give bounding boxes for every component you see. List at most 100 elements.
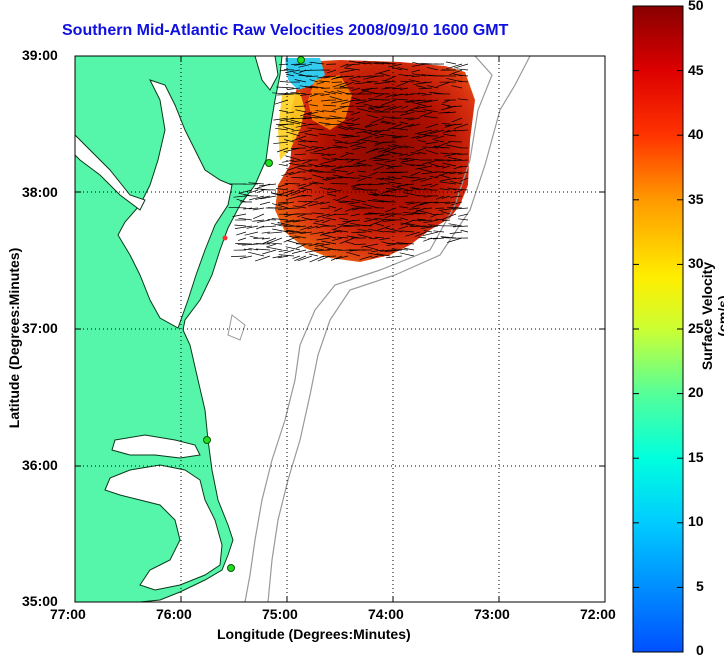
velocity-vector: [308, 243, 319, 247]
velocity-vector: [412, 61, 421, 65]
velocity-vector: [352, 147, 361, 151]
velocity-vector: [270, 222, 283, 227]
velocity-vector: [336, 120, 349, 125]
velocity-vector: [400, 111, 415, 116]
velocity-vector: [300, 111, 313, 117]
velocity-vector: [361, 243, 379, 248]
colorbar-tick-marks: [633, 5, 683, 653]
velocity-vector: [373, 61, 391, 65]
velocity-vector: [322, 110, 337, 113]
velocity-vector: [255, 243, 271, 245]
velocity-vector: [446, 206, 463, 209]
velocity-vector: [404, 99, 415, 103]
velocity-vector: [368, 171, 379, 177]
velocity-vector: [450, 180, 463, 185]
velocity-vector: [420, 81, 433, 84]
velocity-vector: [408, 123, 421, 128]
velocity-vector: [378, 147, 391, 153]
velocity-vector: [339, 105, 355, 108]
velocity-vector: [346, 117, 355, 121]
velocity-vector: [403, 145, 415, 149]
velocity-vector: [456, 74, 469, 77]
velocity-vector: [299, 231, 313, 235]
velocity-vector: [431, 213, 445, 216]
velocity-vector: [376, 105, 391, 109]
velocity-vector: [438, 159, 451, 161]
velocity-vector: [376, 253, 391, 257]
velocity-vector: [278, 183, 289, 188]
velocity-vector: [403, 192, 421, 197]
velocity-vector: [370, 147, 385, 152]
velocity-vector: [368, 129, 379, 134]
velocity-vector: [384, 189, 397, 193]
velocity-vector: [426, 66, 439, 71]
velocity-vector: [423, 195, 433, 198]
velocity-vector: [418, 236, 427, 239]
velocity-vector: [294, 79, 307, 83]
velocity-vector: [458, 218, 469, 221]
velocity-vector: [415, 105, 433, 109]
velocity-vector: [441, 103, 451, 107]
velocity-vector: [432, 135, 445, 140]
velocity-vector: [299, 85, 313, 89]
velocity-vector: [441, 211, 451, 215]
velocity-vector: [310, 169, 325, 173]
velocity-vector: [286, 240, 301, 245]
y-axis-label: Latitude (Degrees:Minutes): [6, 247, 22, 429]
velocity-vector: [421, 93, 433, 96]
velocity-vector: [347, 201, 361, 205]
velocity-vector: [374, 81, 391, 85]
velocity-vector: [405, 231, 421, 237]
velocity-vector: [297, 140, 307, 143]
velocity-vector: [375, 135, 385, 139]
velocity-vector: [451, 117, 463, 123]
velocity-vector: [266, 243, 277, 248]
velocity-vector: [459, 165, 469, 168]
velocity-vector: [416, 209, 433, 215]
velocity-vector: [425, 141, 439, 145]
velocity-vector: [322, 177, 331, 181]
velocity-vector: [422, 207, 433, 210]
velocity-vector: [373, 217, 391, 221]
velocity-vector: [276, 86, 295, 89]
velocity-vector: [344, 207, 355, 212]
velocity-vector: [282, 159, 295, 163]
velocity-vector: [294, 235, 307, 239]
velocity-vector: [388, 105, 403, 111]
velocity-vector: [309, 152, 325, 155]
velocity-vector: [447, 159, 457, 162]
velocity-vector: [379, 237, 391, 241]
velocity-field-mid-zone: [308, 75, 352, 130]
velocity-vector: [332, 81, 349, 88]
velocity-vector: [234, 224, 247, 227]
velocity-vector: [392, 87, 403, 90]
velocity-vector: [305, 75, 319, 78]
velocity-vector: [442, 213, 457, 220]
velocity-vector: [388, 171, 403, 173]
colorbar-tick-label: 15: [688, 449, 704, 465]
velocity-vector: [348, 60, 367, 65]
velocity-vector: [435, 218, 445, 221]
x-tick-label: 73:00: [474, 606, 510, 622]
velocity-vector: [409, 171, 421, 177]
velocity-vector: [410, 187, 427, 191]
velocity-vector: [309, 104, 319, 107]
velocity-vector: [375, 93, 385, 98]
velocity-vector: [290, 91, 307, 95]
velocity-vector: [382, 147, 397, 154]
velocity-vector: [290, 189, 307, 196]
velocity-vector: [309, 114, 325, 119]
velocity-vector: [443, 134, 457, 137]
velocity-vector: [267, 231, 283, 234]
y-tick-label: 39:00: [22, 47, 58, 63]
velocity-vector: [302, 117, 313, 120]
velocity-vector: [333, 213, 349, 216]
velocity-vector: [314, 248, 325, 251]
velocity-vector: [342, 219, 361, 223]
velocity-vector: [296, 225, 307, 228]
velocity-vector: [454, 129, 469, 132]
velocity-vector: [295, 109, 307, 113]
velocity-vector: [322, 104, 337, 107]
velocity-vector: [272, 228, 289, 233]
velocity-vector: [386, 255, 403, 259]
